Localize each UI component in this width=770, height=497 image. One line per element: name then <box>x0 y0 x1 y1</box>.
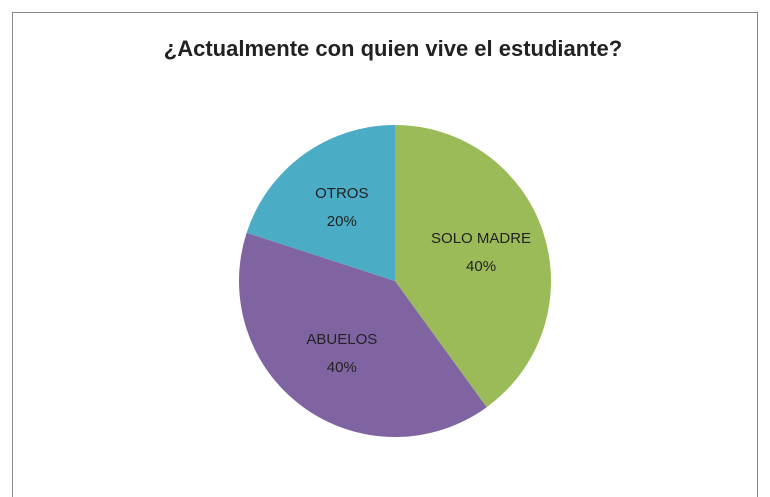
pie-slice <box>395 125 551 408</box>
slice-value-label: 40% <box>327 359 357 376</box>
pie-slice <box>246 125 395 281</box>
slice-category-label: ABUELOS <box>306 331 377 348</box>
slice-category-label: OTROS <box>315 185 368 202</box>
slice-category-label: SOLO MADRE <box>431 230 531 247</box>
chart-title: ¿Actualmente con quien vive el estudiant… <box>164 36 622 61</box>
slice-value-label: 40% <box>466 258 496 275</box>
pie-slice <box>238 232 487 437</box>
slice-value-label: 20% <box>327 213 357 230</box>
